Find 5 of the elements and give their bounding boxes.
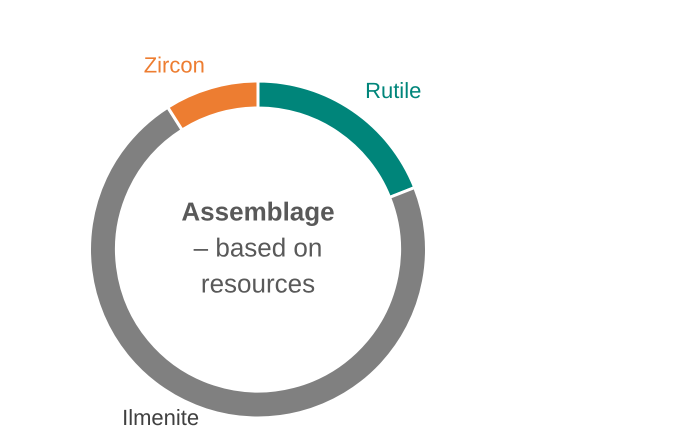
slice-label: Ilmenite [122, 405, 200, 430]
slice-label: Rutile [365, 78, 422, 104]
text: Assemblage [181, 196, 335, 227]
slice-label: Zircon [144, 52, 205, 78]
text: – based on resources [194, 232, 322, 299]
